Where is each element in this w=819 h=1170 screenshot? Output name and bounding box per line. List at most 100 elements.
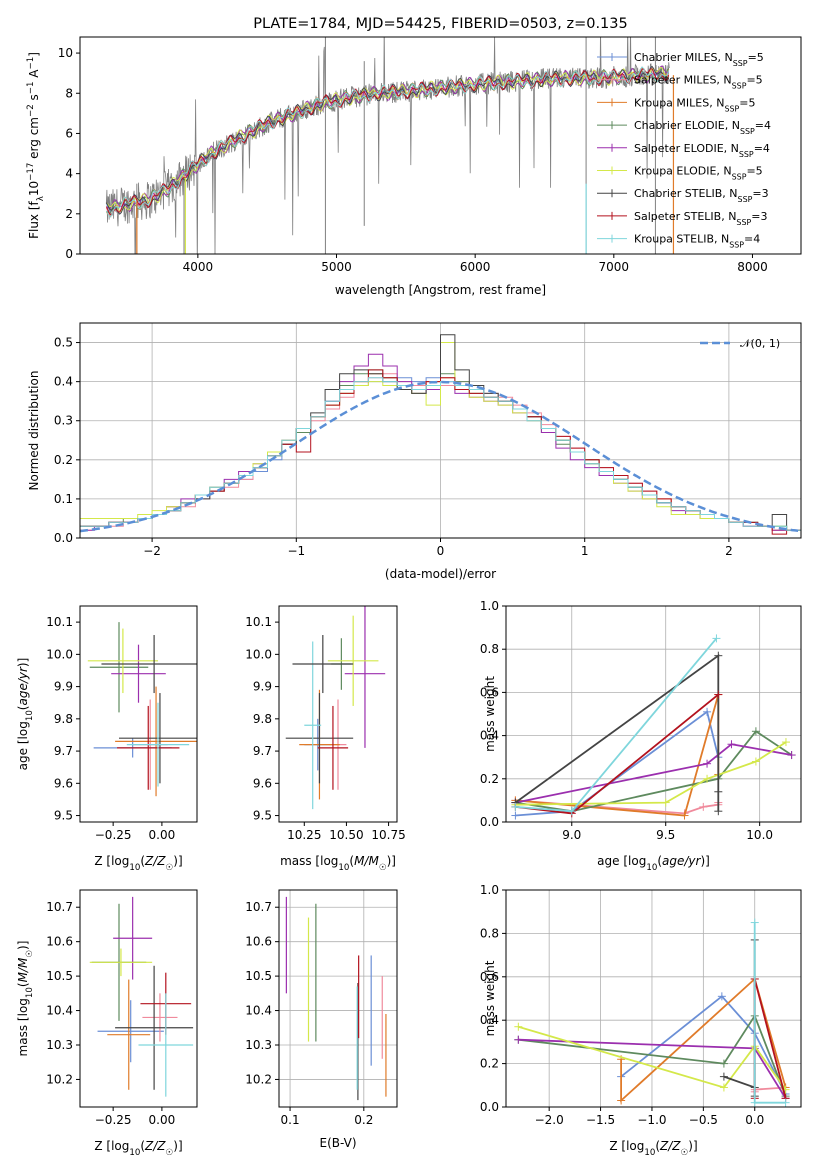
x-tick-label: 9.5 <box>656 828 675 842</box>
weight_vs_age-lines <box>511 634 796 820</box>
y-axis-label: mass weight <box>483 676 497 752</box>
y-tick-label: 10.1 <box>245 615 272 629</box>
weight-series <box>515 730 793 813</box>
y-axis-label: age [log10(age/yr)] <box>16 658 35 771</box>
y-tick-label: 9.6 <box>253 776 272 790</box>
x-tick-label: 0.00 <box>149 1113 176 1127</box>
model-fit <box>105 65 670 215</box>
x-axis-label: mass [log10(M/M☉)] <box>280 854 396 873</box>
y-tick-label: 10.6 <box>245 935 272 949</box>
x-tick-label: −0.25 <box>95 828 132 842</box>
y-tick-label: 10 <box>58 46 73 60</box>
age_vs_Z-errorbars <box>87 622 197 797</box>
x-tick-label: 7000 <box>599 260 630 274</box>
y-tick-label: 9.8 <box>253 712 272 726</box>
y-tick-label: 10.3 <box>245 1038 272 1052</box>
y-tick-label: 10.5 <box>46 969 73 983</box>
y-tick-label: 0.4 <box>480 729 499 743</box>
x-tick-label: 0.1 <box>281 1113 300 1127</box>
x-tick-label: −1 <box>287 544 305 558</box>
y-tick-label: 0.0 <box>480 815 499 829</box>
weight-series <box>518 1025 787 1091</box>
x-tick-label: 1 <box>581 544 589 558</box>
spectrum-frame <box>79 36 802 255</box>
legend-label: Salpeter STELIB, NSSP=3 <box>634 210 767 227</box>
spectrum-axes: 4000 5000 6000 7000 8000 0 2 4 6 8 10 <box>58 46 768 274</box>
age_vs_mass-frame <box>278 605 398 823</box>
weight-series <box>620 995 787 1095</box>
y-tick-label: 9.9 <box>54 680 73 694</box>
legend-label: Kroupa STELIB, NSSP=4 <box>634 233 760 250</box>
y-tick-label: 10.3 <box>46 1038 73 1052</box>
x-tick-label: 10.75 <box>371 828 405 842</box>
y-tick-label: 8 <box>65 86 73 100</box>
residuals-axes: −2 −1 0 1 2 0.0 0.1 0.2 0.3 0.4 0.5 <box>54 323 801 558</box>
legend-label: Chabrier STELIB, NSSP=3 <box>634 187 769 204</box>
mass_vs_ebv-errorbars <box>285 896 387 1101</box>
y-tick-label: 0.8 <box>480 926 499 940</box>
x-tick-label: 10.0 <box>746 828 773 842</box>
y-tick-label: 1.0 <box>480 883 499 897</box>
y-tick-label: 10.2 <box>245 1072 272 1086</box>
y-tick-label: 9.5 <box>54 809 73 823</box>
weight-series <box>518 1013 787 1097</box>
x-tick-label: −1.5 <box>586 1113 615 1127</box>
weight-series <box>515 710 720 817</box>
x-tick-label: 0.0 <box>745 1113 764 1127</box>
x-axis-label: (data-model)/error <box>385 567 496 581</box>
mass_vs_ebv-frame <box>278 889 398 1108</box>
x-tick-label: 8000 <box>737 260 768 274</box>
legend-label: Kroupa MILES, NSSP=5 <box>634 96 755 113</box>
y-tick-label: 10.7 <box>245 900 272 914</box>
x-tick-label: 0.2 <box>354 1113 373 1127</box>
y-tick-label: 0 <box>65 247 73 261</box>
y-tick-label: 0.1 <box>54 492 73 506</box>
x-tick-label: 10.25 <box>287 828 321 842</box>
weight_vs_Z-frame <box>505 889 802 1108</box>
model-fit <box>105 66 670 218</box>
mass_vs_ebv-axes: 0.1 0.2 10.2 10.3 10.4 10.5 10.6 10.7 <box>245 890 397 1127</box>
age_vs_Z-frame <box>79 605 198 823</box>
y-tick-label: 9.7 <box>253 744 272 758</box>
model-fit <box>106 65 669 213</box>
y-tick-label: 10.0 <box>245 647 272 661</box>
x-tick-label: −0.5 <box>689 1113 718 1127</box>
weight-series <box>620 977 787 1103</box>
weight-series <box>753 922 786 1104</box>
y-axis-label: Flux [fλ10−17 erg cm−2 s−1 A−1] <box>26 52 46 239</box>
x-tick-label: 4000 <box>183 260 214 274</box>
y-tick-label: 6 <box>65 126 73 140</box>
x-tick-label: −1.0 <box>637 1113 666 1127</box>
age_vs_mass-axes: 10.25 10.50 10.75 9.5 9.6 9.7 9.8 9.9 10.0 10.1 <box>245 615 405 842</box>
x-axis-label: E(B-V) <box>319 1136 356 1150</box>
x-tick-label: −2.0 <box>535 1113 564 1127</box>
x-tick-label: −2 <box>143 544 161 558</box>
y-tick-label: 9.6 <box>54 776 73 790</box>
y-tick-label: 10.5 <box>245 969 272 983</box>
x-axis-label: Z [log10(Z/Z☉)] <box>94 854 182 873</box>
histogram-steps <box>80 334 801 538</box>
x-axis-label: Z [log10(Z/Z☉)] <box>94 1139 182 1158</box>
legend-label: Salpeter MILES, NSSP=5 <box>634 74 763 91</box>
y-tick-label: 0.2 <box>480 1057 499 1071</box>
y-tick-label: 0.8 <box>480 642 499 656</box>
normal-curve <box>80 380 799 533</box>
weight-series <box>514 653 720 812</box>
x-axis-label: wavelength [Angstrom, rest frame] <box>335 283 546 297</box>
weight-series <box>515 743 792 804</box>
weight_vs_age-axes: 9.0 9.5 10.0 0.0 0.2 0.4 0.6 0.8 1.0 <box>480 599 801 842</box>
weight-series <box>753 978 787 1099</box>
x-tick-label: 2 <box>725 544 733 558</box>
x-axis-label: Z [log10(Z/Z☉)] <box>609 1139 697 1158</box>
x-tick-label: 9.0 <box>562 828 581 842</box>
x-tick-label: 0 <box>437 544 445 558</box>
residuals-frame <box>79 322 802 539</box>
y-tick-label: 0.6 <box>480 685 499 699</box>
model-fit <box>106 67 670 214</box>
x-tick-label: 6000 <box>460 260 491 274</box>
weight_vs_Z-lines <box>514 918 790 1107</box>
y-axis-label: mass weight <box>483 960 497 1036</box>
y-tick-label: 0.3 <box>54 414 73 428</box>
y-tick-label: 0.4 <box>480 1013 499 1027</box>
model-fit <box>105 66 670 212</box>
